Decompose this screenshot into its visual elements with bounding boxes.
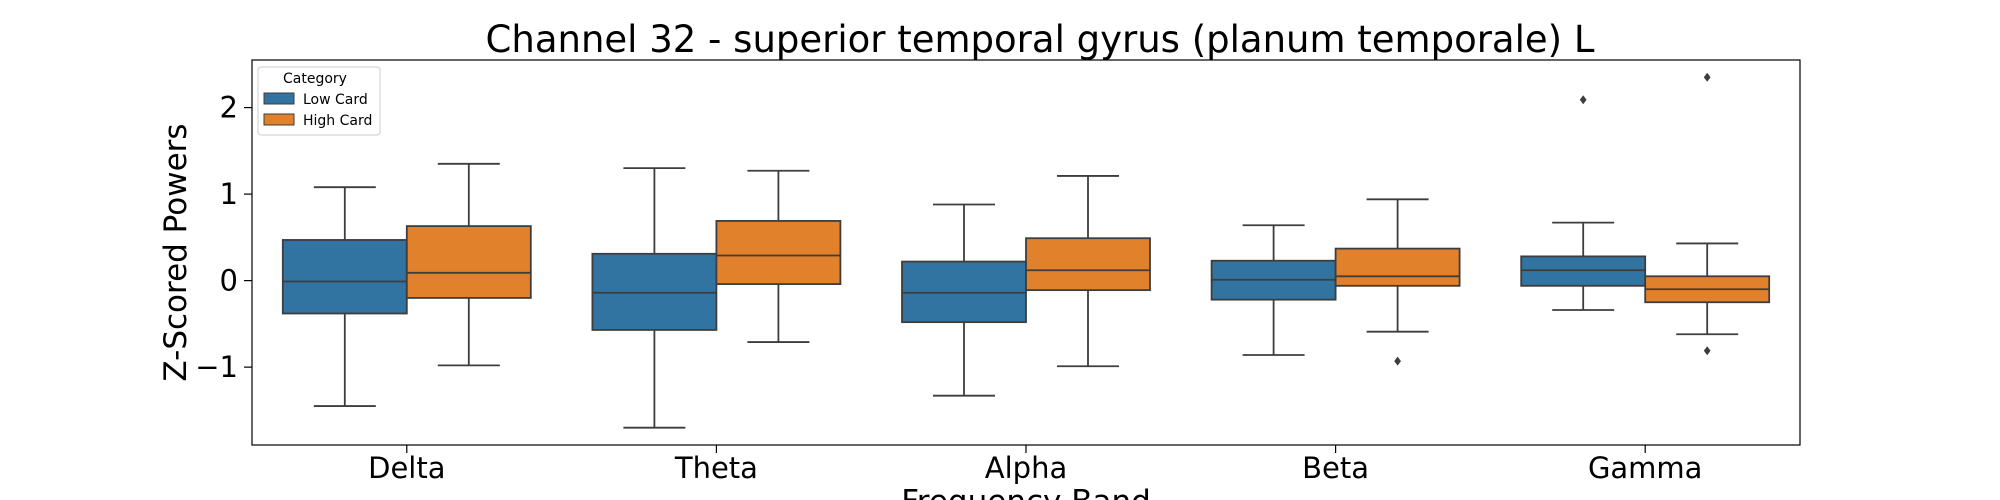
legend: Category Low Card High Card — [257, 66, 381, 136]
box-low-card-alpha — [901, 203, 1027, 397]
x-tick-label: Theta — [674, 451, 758, 485]
legend-label: High Card — [303, 113, 372, 129]
box-low-card-delta — [281, 186, 408, 407]
iqr-box — [281, 239, 408, 315]
box-low-card-gamma — [1520, 95, 1647, 311]
chart-title: Channel 32 - superior temporal gyrus (pl… — [486, 18, 1595, 61]
legend-swatch — [263, 113, 295, 126]
iqr-box — [1334, 247, 1461, 287]
y-tick-label: 0 — [220, 264, 238, 298]
x-axis-label: Frequency Band — [901, 484, 1151, 500]
box-groups — [281, 72, 1771, 429]
x-tick-label: Delta — [368, 451, 445, 485]
y-tick-label: −1 — [195, 350, 238, 384]
box-high-card-delta — [405, 162, 532, 367]
legend-label: Low Card — [303, 92, 368, 108]
legend-swatch — [263, 92, 295, 105]
x-tick-label: Gamma — [1588, 451, 1703, 485]
iqr-box — [405, 225, 532, 299]
box-high-card-theta — [715, 169, 842, 343]
outlier-point — [1703, 72, 1711, 82]
box-low-card-theta — [591, 167, 718, 429]
y-tick-label: 2 — [220, 91, 238, 125]
box-high-card-gamma — [1644, 72, 1771, 356]
x-axis-ticks: Delta Theta Alpha Beta Gamma — [368, 445, 1702, 485]
iqr-box — [1025, 237, 1151, 292]
outlier-point — [1579, 95, 1587, 105]
outlier-point — [1703, 346, 1711, 356]
box-low-card-beta — [1210, 224, 1337, 356]
box-high-card-beta — [1334, 198, 1461, 366]
legend-entries: Low Card High Card — [263, 92, 372, 129]
y-axis-label: Z-Scored Powers — [158, 123, 194, 381]
iqr-box — [715, 220, 842, 285]
y-tick-label: 1 — [220, 177, 238, 211]
x-tick-label: Alpha — [985, 451, 1067, 485]
x-tick-label: Beta — [1302, 451, 1369, 485]
box-high-card-alpha — [1025, 175, 1151, 368]
y-axis-ticks: −1 0 1 2 — [195, 91, 252, 384]
legend-title: Category — [283, 71, 347, 87]
outlier-point — [1394, 356, 1401, 366]
